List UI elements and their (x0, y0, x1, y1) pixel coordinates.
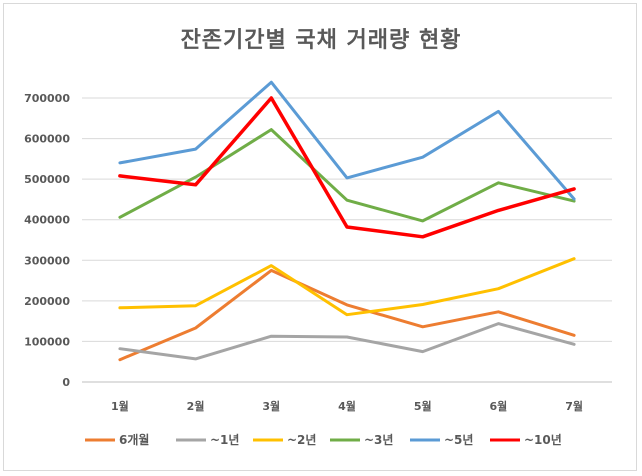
gridlines (82, 97, 612, 383)
x-tick-label: 4월 (338, 399, 356, 413)
x-tick-label: 5월 (414, 399, 432, 413)
legend-label: ~5년 (444, 433, 473, 447)
y-tick-label: 0 (62, 376, 70, 389)
series-lines (118, 80, 576, 362)
y-tick-label: 300000 (24, 254, 70, 267)
y-tick-label: 700000 (24, 92, 70, 105)
x-axis-ticks: 1월 2월 3월 4월 5월 6월 7월 (111, 399, 583, 413)
x-tick-label: 6월 (490, 399, 508, 413)
series-line (118, 128, 576, 223)
series-line (118, 96, 576, 239)
y-tick-label: 400000 (24, 214, 70, 227)
series-line (118, 268, 576, 362)
legend-label: ~10년 (524, 433, 562, 447)
chart-title: 잔존기간별 국채 거래량 현황 (180, 28, 462, 53)
series-line (118, 80, 576, 201)
y-axis-ticks: 0 100000 200000 300000 400000 500000 600000 700… (24, 92, 70, 389)
y-tick-label: 200000 (24, 295, 70, 308)
legend: 6개월 ~1년 ~2년 ~3년 ~5년 ~10년 (85, 432, 562, 447)
y-tick-label: 100000 (24, 335, 70, 348)
series-line (118, 322, 576, 361)
x-tick-label: 7월 (565, 399, 583, 413)
chart-frame (3, 3, 637, 471)
legend-label: ~3년 (364, 433, 393, 447)
y-tick-label: 600000 (24, 133, 70, 146)
x-tick-label: 2월 (187, 399, 205, 413)
legend-label: ~1년 (210, 433, 239, 447)
x-tick-label: 3월 (262, 399, 280, 413)
legend-label: ~2년 (287, 433, 316, 447)
y-tick-label: 500000 (24, 173, 70, 186)
legend-label: 6개월 (119, 432, 149, 447)
series-line (118, 257, 576, 317)
x-tick-label: 1월 (111, 399, 129, 413)
